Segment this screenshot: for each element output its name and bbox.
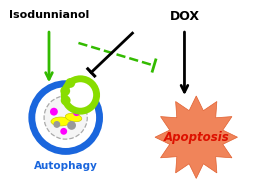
- Circle shape: [61, 75, 100, 115]
- Circle shape: [28, 80, 103, 155]
- Circle shape: [67, 121, 76, 130]
- Circle shape: [60, 128, 67, 135]
- Text: DOX: DOX: [169, 10, 199, 22]
- Circle shape: [61, 95, 70, 105]
- Polygon shape: [155, 96, 237, 178]
- Ellipse shape: [65, 113, 82, 122]
- Text: Autophagy: Autophagy: [34, 161, 98, 171]
- Circle shape: [60, 86, 70, 96]
- Text: Apoptosis: Apoptosis: [163, 131, 229, 144]
- Circle shape: [65, 78, 75, 88]
- Circle shape: [53, 121, 60, 128]
- Circle shape: [73, 109, 80, 116]
- Circle shape: [50, 108, 58, 116]
- Text: Isodunnianol: Isodunnianol: [9, 10, 89, 20]
- Circle shape: [68, 82, 93, 108]
- Ellipse shape: [51, 117, 70, 126]
- Circle shape: [44, 96, 87, 139]
- Circle shape: [35, 87, 96, 148]
